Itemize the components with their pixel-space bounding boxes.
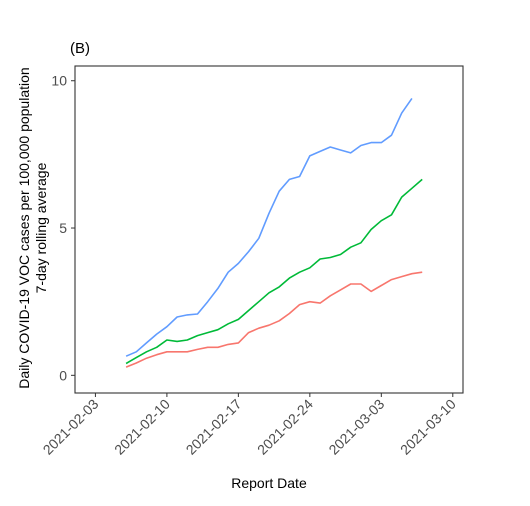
panel-label: (B) bbox=[70, 40, 90, 57]
series-line-2 bbox=[125, 178, 423, 365]
y-tick-label: 5 bbox=[59, 220, 67, 236]
x-axis: 2021-02-03 2021-02-10 2021-02-17 2021-02-24… bbox=[40, 393, 459, 458]
x-tick-label: 2021-03-10 bbox=[397, 396, 459, 458]
y-axis-title-line2: 7-day rolling average bbox=[33, 162, 49, 293]
x-axis-title: Report Date bbox=[231, 475, 307, 491]
series-line-3 bbox=[125, 271, 423, 368]
x-tick-label: 2021-03-03 bbox=[325, 396, 387, 458]
y-axis-title-line1: Daily COVID-19 VOC cases per 100,000 pop… bbox=[16, 67, 32, 388]
x-tick-label: 2021-02-10 bbox=[111, 396, 173, 458]
x-tick-label: 2021-02-24 bbox=[254, 396, 316, 458]
y-tick-label: 0 bbox=[59, 367, 67, 383]
series-layer bbox=[125, 97, 423, 368]
series-line-1 bbox=[125, 97, 413, 357]
x-tick-label: 2021-02-17 bbox=[183, 396, 245, 458]
plot-border bbox=[74, 65, 464, 394]
y-axis: 0 5 10 bbox=[51, 73, 75, 383]
x-tick-label: 2021-02-03 bbox=[40, 396, 102, 458]
y-tick-label: 10 bbox=[51, 73, 67, 89]
y-axis-title: Daily COVID-19 VOC cases per 100,000 pop… bbox=[16, 67, 49, 388]
